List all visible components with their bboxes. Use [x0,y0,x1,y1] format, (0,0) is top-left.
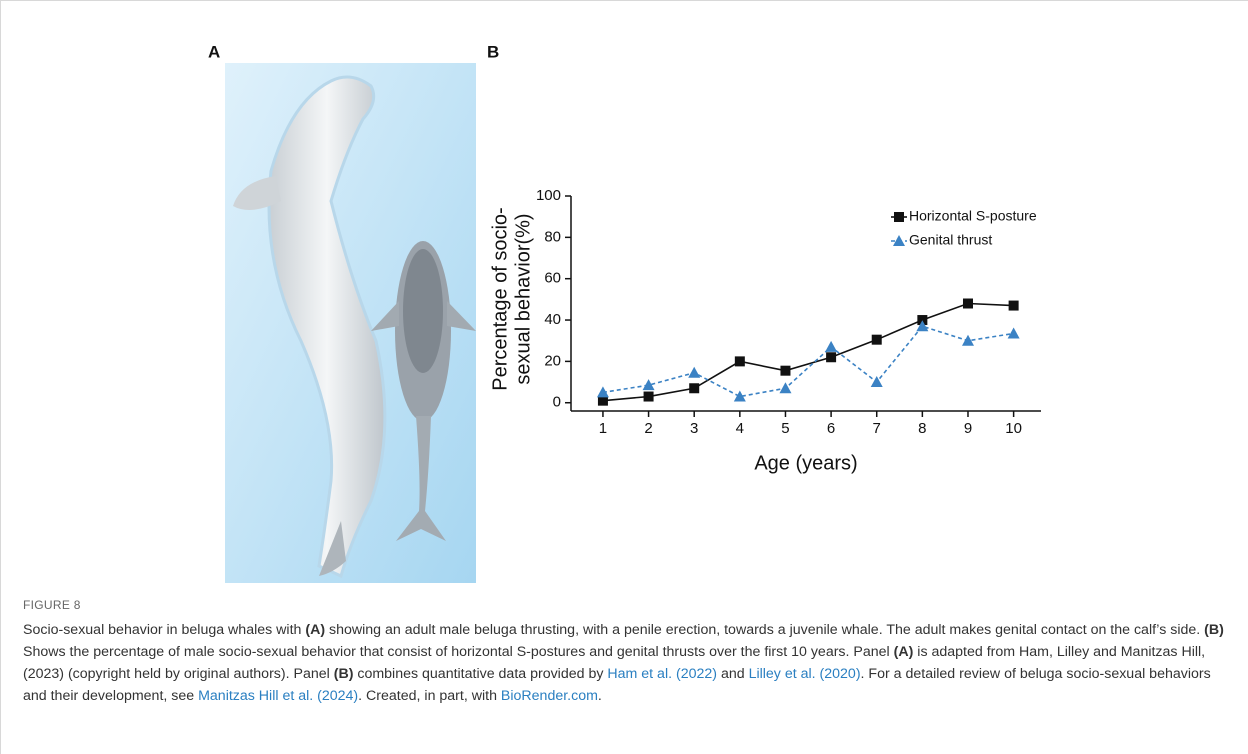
x-tick-label: 5 [781,420,789,437]
marker [644,392,654,402]
x-tick-label: 9 [964,420,972,437]
caption-text: (A) [894,644,914,660]
legend-label: Horizontal S-posture [909,208,1037,224]
marker [688,367,700,378]
marker [735,356,745,366]
series-line [603,326,1014,396]
caption-text: (A) [305,622,325,638]
caption-link[interactable]: Ham et al. (2022) [607,666,717,682]
y-tick-label: 0 [553,394,561,411]
x-tick-label: 7 [873,420,881,437]
panel-label: A [208,42,220,61]
caption-text: combines quantitative data provided by [353,666,607,682]
marker [1008,327,1020,338]
legend-marker [894,212,904,222]
caption-text: Socio-sexual behavior in beluga whales w… [23,622,305,638]
caption-link[interactable]: Manitzas Hill et al. (2024) [198,688,358,704]
x-tick-label: 2 [644,420,652,437]
caption-text: and [717,666,749,682]
x-tick-label: 1 [599,420,607,437]
legend-label: Genital thrust [909,232,992,248]
x-axis-label: Age (years) [754,452,857,474]
y-axis-label: sexual behavior(%) [512,213,534,384]
caption-text: (B) [334,666,354,682]
figure-label: FIGURE 8 [23,598,81,612]
page: A B 0 20 40 60 80 100 1 2 3 4 5 6 7 8 9 10 Age (years) Pe… [0,0,1248,754]
marker [597,386,609,397]
y-tick-label: 60 [544,270,561,287]
y-tick-label: 80 [544,228,561,245]
marker [780,366,790,376]
x-tick-label: 8 [918,420,926,437]
series-line [603,304,1014,401]
marker [963,299,973,309]
marker [872,335,882,345]
marker [825,341,837,352]
x-tick-label: 10 [1005,420,1022,437]
y-tick-label: 20 [544,352,561,369]
panel-label: B [487,42,499,61]
beluga-illustration [225,63,476,583]
y-axis-label: Percentage of socio- [489,207,511,390]
marker [826,352,836,362]
marker [689,383,699,393]
caption-link[interactable]: BioRender.com [501,688,598,704]
x-tick-label: 3 [690,420,698,437]
x-tick-label: 6 [827,420,835,437]
caption-text: showing an adult male beluga thrusting, … [325,622,1204,638]
caption-text: . Created, in part, with [358,688,501,704]
x-tick-label: 4 [736,420,744,437]
figure-caption: Socio-sexual behavior in beluga whales w… [23,619,1228,707]
caption-text: . [598,688,602,704]
caption-link[interactable]: Lilley et al. (2020) [749,666,861,682]
marker [1009,301,1019,311]
y-tick-label: 100 [536,187,561,204]
y-tick-label: 40 [544,311,561,328]
caption-text: Shows the percentage of male socio-sexua… [23,644,894,660]
figure: A B 0 20 40 60 80 100 1 2 3 4 5 6 7 8 9 10 Age (years) Pe… [1,1,1248,591]
caption-text: (B) [1204,622,1224,638]
